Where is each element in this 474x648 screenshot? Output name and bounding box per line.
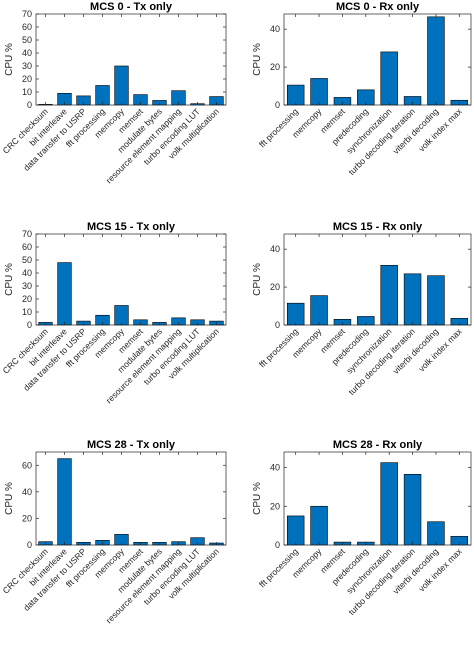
y-tick-label: 50: [22, 35, 32, 45]
y-tick-label: 0: [27, 540, 32, 550]
plot-area-box: [283, 451, 472, 546]
y-tick-label: 0: [275, 540, 280, 550]
chart-title: MCS 0 - Rx only: [336, 1, 420, 13]
bar-1: [57, 262, 72, 326]
bar-0: [286, 302, 305, 326]
y-tick-label: 20: [22, 74, 32, 84]
bar-4: [380, 51, 398, 106]
y-tick-label: 20: [270, 62, 280, 72]
y-tick-label: 20: [22, 513, 32, 523]
bar-1: [310, 78, 328, 106]
y-tick-label: 60: [22, 242, 32, 252]
y-tick-label: 10: [22, 307, 32, 317]
y-tick-label: 20: [22, 294, 32, 304]
y-tick-label: 40: [22, 487, 32, 497]
y-axis-label: CPU %: [252, 263, 263, 296]
bar-6: [427, 521, 445, 546]
y-tick-label: 60: [22, 22, 32, 32]
y-axis-label: CPU %: [4, 43, 15, 76]
y-tick-label: 40: [270, 24, 280, 34]
bar-6: [427, 16, 445, 106]
plot-area-box: [35, 451, 227, 546]
y-tick-label: 70: [22, 229, 32, 239]
bar-1: [310, 505, 328, 546]
y-axis-label: CPU %: [4, 482, 15, 515]
y-tick-label: 40: [22, 48, 32, 58]
y-axis-label: CPU %: [252, 43, 263, 76]
bar-1: [310, 295, 328, 326]
y-axis-label: CPU %: [252, 482, 263, 515]
bar-1: [57, 458, 72, 546]
y-tick-label: 50: [22, 255, 32, 265]
bar-0: [286, 515, 305, 546]
y-tick-label: 0: [27, 100, 32, 110]
y-tick-label: 40: [22, 268, 32, 278]
y-tick-label: 20: [270, 282, 280, 292]
chart-title: MCS 15 - Rx only: [333, 221, 423, 233]
y-axis-label: CPU %: [4, 263, 15, 296]
y-tick-label: 40: [270, 244, 280, 254]
y-tick-label: 10: [22, 87, 32, 97]
chart-title: MCS 0 - Tx only: [90, 1, 173, 13]
y-tick-label: 60: [22, 460, 32, 470]
bar-4: [114, 65, 129, 106]
bar-5: [403, 273, 422, 326]
y-tick-label: 20: [270, 501, 280, 511]
plot-area-box: [283, 233, 472, 326]
plot-area-box: [35, 13, 227, 106]
y-tick-label: 0: [275, 320, 280, 330]
bar-4: [380, 264, 398, 326]
y-tick-label: 70: [22, 9, 32, 19]
y-tick-label: 0: [275, 100, 280, 110]
plot-area-box: [283, 13, 472, 106]
y-tick-label: 30: [22, 281, 32, 291]
bar-4: [380, 462, 398, 546]
bar-6: [427, 275, 445, 326]
chart-title: MCS 15 - Tx only: [87, 221, 176, 233]
chart-title: MCS 28 - Rx only: [333, 439, 423, 451]
plot-area-box: [35, 233, 227, 326]
y-tick-label: 40: [270, 463, 280, 473]
chart-title: MCS 28 - Tx only: [87, 439, 176, 451]
bar-5: [403, 473, 422, 546]
y-tick-label: 0: [27, 320, 32, 330]
y-tick-label: 30: [22, 61, 32, 71]
